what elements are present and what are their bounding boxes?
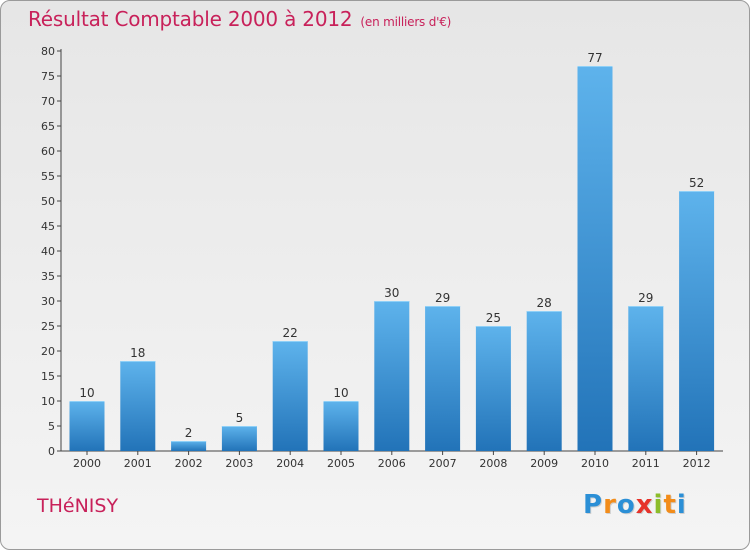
x-tick-label: 2000 bbox=[73, 457, 101, 470]
chart-title: Résultat Comptable 2000 à 2012 (en millie… bbox=[28, 7, 451, 31]
logo-letter: t bbox=[663, 490, 677, 520]
y-tick-label: 65 bbox=[41, 120, 55, 133]
bar-value-label: 52 bbox=[689, 176, 704, 190]
logo-letter: i bbox=[676, 490, 687, 520]
y-tick-label: 0 bbox=[48, 445, 55, 458]
x-tick-label: 2006 bbox=[378, 457, 406, 470]
bar bbox=[425, 306, 461, 451]
y-tick-label: 70 bbox=[41, 95, 55, 108]
bar-value-label: 18 bbox=[130, 346, 145, 360]
y-tick-label: 50 bbox=[41, 195, 55, 208]
bar-value-label: 29 bbox=[435, 291, 450, 305]
bar bbox=[323, 401, 359, 451]
bar bbox=[577, 66, 613, 451]
bar bbox=[526, 311, 562, 451]
x-tick-label: 2007 bbox=[429, 457, 457, 470]
bar bbox=[272, 341, 308, 451]
proxiti-logo[interactable]: Proxiti bbox=[583, 490, 687, 520]
bar bbox=[120, 361, 156, 451]
logo-letter: r bbox=[603, 490, 617, 520]
y-tick-label: 45 bbox=[41, 220, 55, 233]
x-tick-label: 2002 bbox=[175, 457, 203, 470]
x-tick-label: 2011 bbox=[632, 457, 660, 470]
y-tick-label: 20 bbox=[41, 345, 55, 358]
bar-value-label: 28 bbox=[537, 296, 552, 310]
bar bbox=[628, 306, 664, 451]
y-axis: 0 5 10 15 20 25 30 35 40 45 50 55 60 65 70 75 80 bbox=[41, 45, 62, 458]
y-tick-label: 15 bbox=[41, 370, 55, 383]
place-name: THéNISY bbox=[37, 495, 119, 517]
bar-value-label: 10 bbox=[79, 386, 94, 400]
bar-value-label: 5 bbox=[236, 411, 244, 425]
x-tick-label: 2009 bbox=[530, 457, 558, 470]
x-tick-label: 2008 bbox=[479, 457, 507, 470]
y-tick-label: 25 bbox=[41, 320, 55, 333]
logo-letter: x bbox=[635, 490, 654, 520]
bar bbox=[221, 426, 257, 451]
x-tick-label: 2001 bbox=[124, 457, 152, 470]
bar bbox=[374, 301, 410, 451]
bar-value-label: 22 bbox=[283, 326, 298, 340]
x-tick-label: 2003 bbox=[225, 457, 253, 470]
y-tick-label: 35 bbox=[41, 270, 55, 283]
chart-title-text: Résultat Comptable 2000 à 2012 bbox=[28, 7, 353, 31]
bar-value-label: 10 bbox=[333, 386, 348, 400]
y-tick-label: 75 bbox=[41, 70, 55, 83]
bar bbox=[679, 191, 715, 451]
logo-letter: o bbox=[616, 490, 636, 520]
bar-value-label: 25 bbox=[486, 311, 501, 325]
x-tick-label: 2010 bbox=[581, 457, 609, 470]
y-tick-label: 55 bbox=[41, 170, 55, 183]
x-axis: 2000 2001 2002 2003 2004 2005 2006 2007 2008 2009… bbox=[61, 450, 723, 470]
bar-value-label: 2 bbox=[185, 426, 193, 440]
y-tick-label: 60 bbox=[41, 145, 55, 158]
x-tick-label: 2005 bbox=[327, 457, 355, 470]
bar-value-label: 30 bbox=[384, 286, 399, 300]
bar-value-label: 77 bbox=[587, 51, 602, 65]
y-tick-label: 5 bbox=[48, 420, 55, 433]
logo-letter: P bbox=[583, 490, 604, 520]
chart-subtitle: (en milliers d'€) bbox=[360, 15, 452, 29]
y-tick-label: 10 bbox=[41, 395, 55, 408]
bar bbox=[171, 441, 207, 451]
bar bbox=[69, 401, 105, 451]
bar bbox=[475, 326, 511, 451]
y-tick-label: 80 bbox=[41, 45, 55, 58]
y-tick-label: 40 bbox=[41, 245, 55, 258]
x-tick-label: 2012 bbox=[683, 457, 711, 470]
y-tick-label: 30 bbox=[41, 295, 55, 308]
bar-value-label: 29 bbox=[638, 291, 653, 305]
logo-letter: i bbox=[653, 490, 664, 520]
x-tick-label: 2004 bbox=[276, 457, 304, 470]
